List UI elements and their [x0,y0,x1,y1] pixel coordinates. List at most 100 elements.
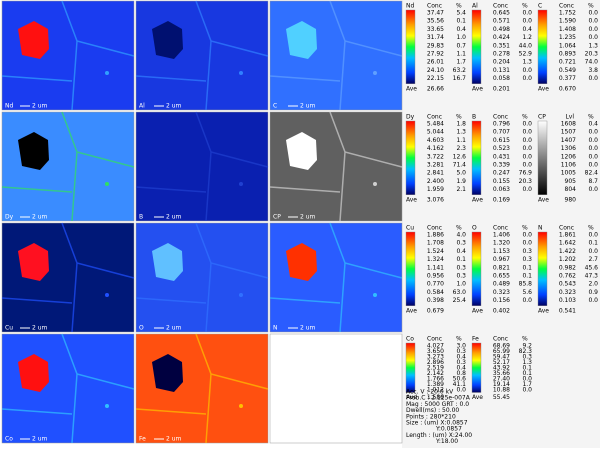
ave-label: Ave [538,85,549,92]
level-value: 4.603 [427,137,444,144]
pct-value: 0.3 [456,348,466,355]
pct-value: 71.4 [453,162,467,169]
element-map [269,222,403,333]
level-value: 2.400 [427,178,444,185]
level-value: 1.012 [427,387,444,394]
spot [105,71,109,75]
level-value: 37.47 [427,10,444,17]
scale-bar-label: 2 um [300,325,316,332]
pct-value: 16.7 [453,75,467,82]
level-value: 0.155 [493,178,510,185]
color-bar [471,9,482,85]
pct-value: 0.4 [456,248,466,255]
map-label: Fe [139,436,146,443]
pct-value: 0.4 [456,26,466,33]
pct-value: 0.0 [588,248,598,255]
level-value: 1.064 [559,42,576,49]
scale-element: C [538,3,542,10]
ave-label: Ave [406,85,417,92]
color-bar [537,120,548,196]
ave-value: 26.66 [427,85,444,92]
level-value: 3.281 [427,162,444,169]
element-map [269,0,403,111]
pct-value: 0.0 [588,186,598,193]
color-bar [405,342,416,393]
pct-value: 0.0 [522,137,532,144]
pct-value: 1.3 [522,59,532,66]
level-value: 35.66 [493,370,510,377]
level-value: 1.202 [559,256,576,263]
level-value: 0.156 [493,297,510,304]
grain-boundary [135,111,269,222]
scale-level-header: Conc [493,225,508,232]
color-bar [405,120,416,196]
phase-region [18,243,49,281]
pct-value: 3.0 [456,343,466,350]
pct-value: 20.3 [519,178,533,185]
grain-boundary [1,222,135,333]
level-value: 0.424 [493,34,510,41]
pct-value: 0.1 [588,240,598,247]
pct-value: 0.0 [588,162,598,169]
scale-panel [402,0,600,448]
map-label: Cu [5,325,13,332]
level-value: 0.351 [493,42,510,49]
pct-value: 0.1 [522,365,532,372]
pct-value: 0.0 [522,232,532,239]
pct-value: 0.0 [588,145,598,152]
pct-value: 0.0 [588,26,598,33]
scale-element: CP [538,114,546,121]
pct-value: 0.0 [522,10,532,17]
scale-pct-header: % [588,114,594,121]
level-value: 35.56 [427,18,444,25]
pct-value: 74.0 [585,59,599,66]
scale-element: Dy [406,114,415,121]
pct-value: 47.3 [585,273,599,280]
level-value: 4.027 [427,343,444,350]
pct-value: 0.0 [522,387,532,394]
level-value: 0.655 [493,273,510,280]
ave-label: Ave [472,307,483,314]
pct-value: 9.2 [522,343,532,350]
pct-value: 0.3 [522,354,532,361]
ave-value: 1.586 [427,394,444,401]
color-bar [471,120,482,196]
pct-value: 4.0 [456,232,466,239]
level-value: 2.519 [427,365,444,372]
map-label: N [273,325,278,332]
pct-value: 0.1 [522,370,532,377]
level-value: 22.15 [427,75,444,82]
level-value: 0.893 [559,51,576,58]
ave-label: Ave [406,196,417,203]
pct-value: 0.0 [588,232,598,239]
level-value: 1.708 [427,240,444,247]
scale-bar-label: 2 um [32,214,48,221]
acquisition-info: Length : (um) X:24.00 [406,432,472,439]
pct-value: 1.7 [456,59,466,66]
phase-region [152,132,183,170]
ave-value: 0.679 [427,307,444,314]
level-value: 0.584 [427,289,444,296]
scale-element: Co [406,336,414,343]
pct-value: 5.0 [456,170,466,177]
level-value: 2.142 [427,370,444,377]
pct-value: 1.1 [456,51,466,58]
scale-pct-header: % [456,3,462,10]
scale-bar-label: 2 um [166,436,182,443]
pct-value: 0.9 [588,289,598,296]
map-label: Co [5,436,13,443]
level-value: 0.543 [559,281,576,288]
scale-level-header: Conc [559,3,574,10]
ave-label: Ave [538,196,549,203]
level-value: 29.83 [427,42,444,49]
color-bar [537,9,548,85]
spot [239,182,243,186]
level-value: 5.044 [427,129,444,136]
acquisition-info: Points : 280*210 [406,413,456,420]
scale-level-header: Conc [427,336,442,343]
level-value: 0.278 [493,51,510,58]
pct-value: 63.2 [453,67,467,74]
pct-value: 1.1 [456,137,466,144]
level-value: 1106 [561,162,576,169]
pct-value: 82.3 [519,348,533,355]
